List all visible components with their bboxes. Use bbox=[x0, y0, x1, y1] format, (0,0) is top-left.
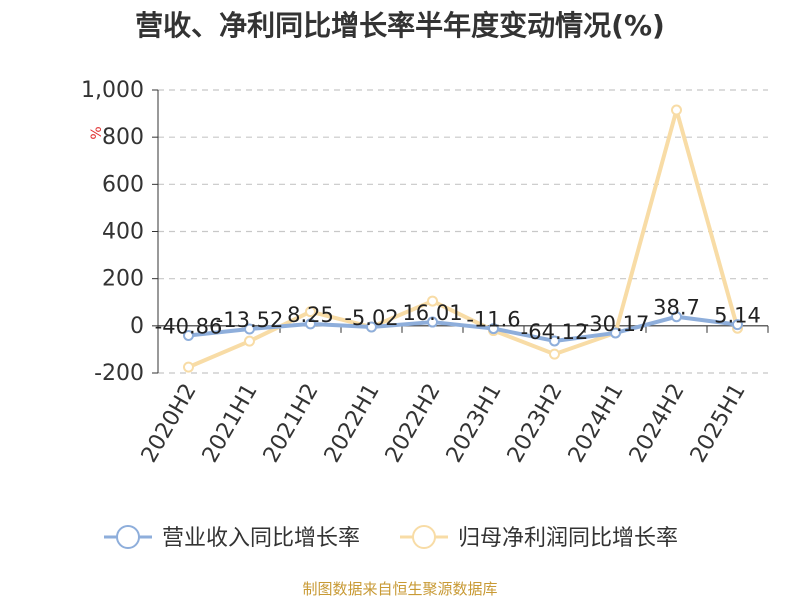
legend-label: 归母净利润同比增长率 bbox=[458, 526, 678, 551]
data-label: 38.7 bbox=[653, 296, 700, 320]
y-tick-label: -200 bbox=[94, 361, 144, 386]
data-point bbox=[183, 329, 194, 341]
chart-title: 营收、净利同比增长率半年度变动情况(%) bbox=[135, 9, 665, 42]
legend-label: 营业收入同比增长率 bbox=[162, 526, 360, 551]
data-label: -40.86 bbox=[155, 314, 223, 338]
grid-lines bbox=[158, 89, 768, 374]
data-label: -11.6 bbox=[466, 308, 520, 332]
y-tick-label: 200 bbox=[102, 267, 144, 292]
data-label: 8.25 bbox=[287, 303, 334, 327]
data-label: -30.17 bbox=[582, 312, 650, 336]
data-labels: -40.86-13.52 8.25 -5.02 16.01 -11.6-64.12-30… bbox=[155, 296, 761, 344]
x-tick-label: 2022H1 bbox=[320, 380, 385, 467]
series-group bbox=[183, 104, 743, 373]
data-point bbox=[244, 335, 255, 347]
x-tick-label: 2023H1 bbox=[442, 380, 507, 467]
data-point bbox=[549, 335, 560, 347]
y-tick-label: 800 bbox=[102, 125, 144, 150]
y-tick-label: 1,000 bbox=[81, 78, 144, 103]
data-point bbox=[183, 361, 194, 373]
series-line-1 bbox=[188, 314, 738, 343]
data-point bbox=[671, 104, 682, 116]
source-note: 制图数据来自恒生聚源数据库 bbox=[302, 580, 498, 598]
x-tick-label: 2021H1 bbox=[198, 380, 263, 467]
y-axis-label: % bbox=[89, 126, 105, 139]
legend-marker-circle bbox=[412, 525, 436, 549]
x-tick-label: 2021H2 bbox=[259, 380, 324, 467]
data-point bbox=[244, 323, 255, 335]
data-label: -13.52 bbox=[216, 308, 284, 332]
y-tick-label: 0 bbox=[130, 314, 144, 339]
data-point bbox=[671, 311, 682, 323]
y-tick-label: 400 bbox=[102, 220, 144, 245]
legend-marker-circle bbox=[116, 525, 140, 549]
x-tick-label: 2025H1 bbox=[686, 380, 751, 467]
data-point bbox=[732, 319, 743, 331]
x-tick-label: 2022H2 bbox=[381, 380, 446, 467]
data-point bbox=[366, 321, 377, 333]
data-label: 5.14 bbox=[714, 304, 761, 328]
data-point bbox=[305, 318, 316, 330]
y-axis: -200 0 200 400 600 800 1,000% bbox=[81, 78, 159, 386]
x-tick-label: 2023H2 bbox=[503, 380, 568, 467]
y-tick-label: 600 bbox=[102, 172, 144, 197]
data-point bbox=[305, 306, 316, 318]
x-tick-label: 2024H1 bbox=[564, 380, 629, 467]
data-point bbox=[549, 348, 560, 360]
data-label: 16.01 bbox=[402, 301, 462, 325]
x-tick-label: 2024H2 bbox=[625, 380, 690, 467]
data-label: -5.02 bbox=[344, 306, 398, 330]
data-point bbox=[488, 323, 499, 335]
x-tick-label: 2020H2 bbox=[137, 380, 202, 467]
data-point bbox=[427, 316, 438, 328]
data-label: -64.12 bbox=[521, 320, 589, 344]
data-point bbox=[610, 327, 621, 339]
legend: 营业收入同比增长率 归母净利润同比增长率 bbox=[104, 525, 678, 551]
data-point bbox=[427, 295, 438, 307]
